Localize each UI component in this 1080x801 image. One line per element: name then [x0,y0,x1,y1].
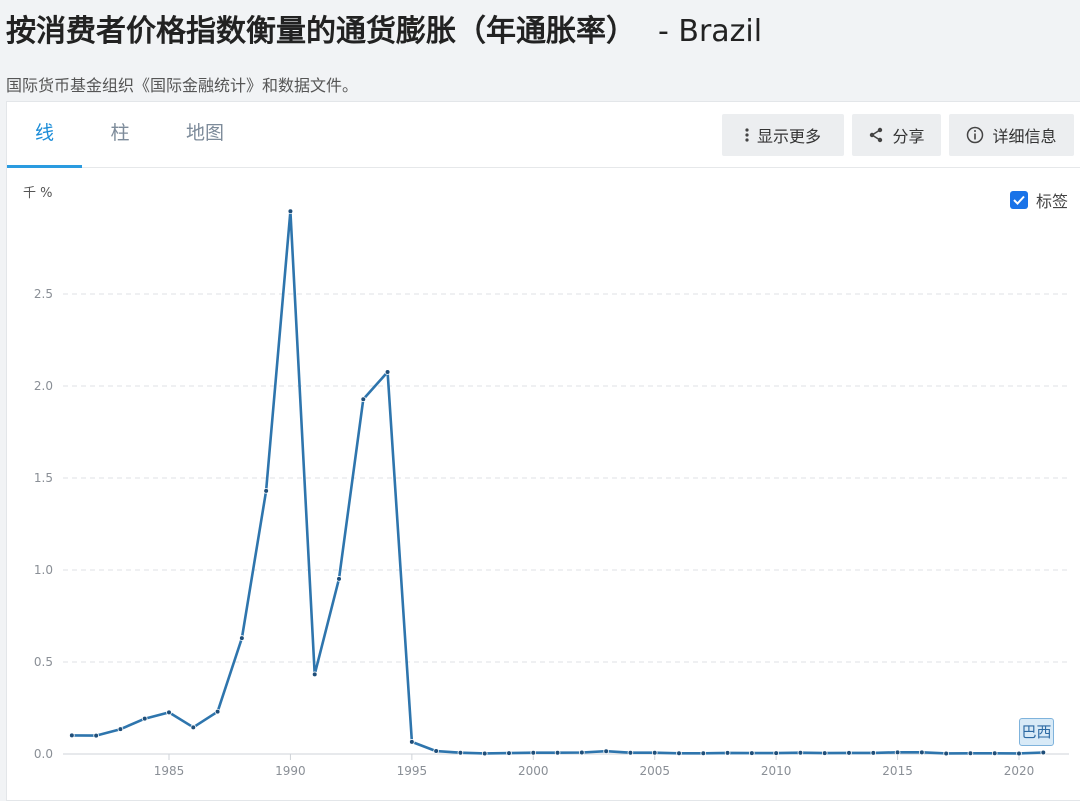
data-point [141,715,148,722]
data-point [797,749,804,756]
data-point [1016,750,1022,757]
data-point [311,671,318,678]
data-point [93,732,99,739]
tab-map[interactable]: 地图 [185,122,224,144]
x-tick-label: 2010 [761,764,792,778]
x-tick-label: 2005 [639,764,670,778]
country-suffix: - Brazil [658,14,763,49]
data-point [919,749,925,756]
x-tick-label: 2000 [518,764,549,778]
data-point [554,749,561,756]
data-point [287,208,294,214]
data-point [481,750,488,757]
data-point [676,750,682,757]
data-point [360,396,367,403]
tab-bar[interactable]: 柱 [110,122,130,144]
data-point [651,749,658,756]
share-label: 分享 [892,127,925,146]
x-tick-label: 1990 [275,764,306,778]
data-point [239,635,245,641]
data-point [530,749,537,756]
data-point [773,750,779,756]
data-point [190,724,197,731]
page-title: 按消费者价格指数衡量的通货膨胀（年通胀率） - Brazil [6,6,762,50]
labels-toggle-label: 标签 [1035,192,1068,211]
y-tick-label: 1.0 [34,563,53,577]
more-vertical-icon [745,128,749,142]
share-icon [868,127,884,143]
show-more-button[interactable]: 显示更多 [722,114,844,156]
data-point [69,732,75,739]
data-point [409,739,415,745]
line-chart: 0.0 0.5 1.0 1.5 2.0 2.5 1985 1990 1995 2000 2005 20… [34,208,1069,778]
y-tick-label: 0.0 [34,747,53,761]
y-tick-label: 0.5 [34,655,53,669]
details-button[interactable]: 详细信息 [949,114,1074,156]
data-point [967,750,974,757]
data-point [579,749,585,756]
y-tick-label: 2.0 [34,379,53,393]
data-point [214,708,221,715]
data-point [384,369,391,375]
data-point [700,750,707,757]
data-point [627,749,634,756]
data-point [117,726,124,732]
labels-toggle[interactable]: 标签 [1009,188,1068,212]
x-tick-label: 1995 [397,764,428,778]
data-point [457,749,464,756]
data-point [991,750,998,757]
series-label: 巴西 [1019,718,1054,746]
chart-card: 线 柱 地图 显示更多 分享 详细信息 0.0 0.5 1.0 1.5 2.0 2.5 19… [6,101,1080,801]
x-tick-label: 2015 [882,764,913,778]
data-point [506,750,512,756]
share-button[interactable]: 分享 [852,114,941,156]
series-line [71,209,1044,755]
y-axis-unit: 千 % [23,186,53,201]
data-point [166,709,172,716]
indicator-title: 按消费者价格指数衡量的通货膨胀（年通胀率） [6,14,636,49]
show-more-label: 显示更多 [756,127,821,146]
data-point [894,749,901,756]
data-point [1040,749,1047,756]
data-point [263,488,269,494]
source-note: 国际货币基金组织《国际金融统计》和数据文件。 [6,76,359,95]
data-point [724,750,731,756]
data-point [749,750,755,756]
data-point [433,748,439,754]
data-point [336,576,342,582]
view-tabs: 线 柱 地图 显示更多 分享 详细信息 [7,102,1080,168]
data-point [603,748,609,755]
info-icon [966,126,984,144]
x-tick-label: 1985 [154,764,185,778]
y-tick-label: 2.5 [34,287,53,301]
details-label: 详细信息 [992,127,1057,146]
data-point [943,750,949,757]
y-tick-label: 1.5 [34,471,53,485]
x-tick-label: 2020 [1004,764,1035,778]
data-point [870,750,877,756]
tab-line[interactable]: 线 [7,102,82,168]
checkbox-icon[interactable] [1009,191,1028,209]
data-point [821,750,828,756]
data-point [846,750,852,756]
